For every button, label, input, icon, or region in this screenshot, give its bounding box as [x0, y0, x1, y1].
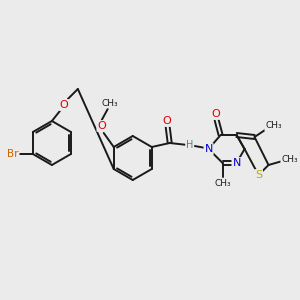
Text: S: S — [255, 170, 262, 180]
Text: O: O — [98, 121, 106, 131]
Text: H: H — [186, 140, 194, 150]
Text: CH₃: CH₃ — [265, 122, 282, 130]
Text: O: O — [211, 109, 220, 119]
Text: CH₃: CH₃ — [281, 154, 298, 164]
Text: CH₃: CH₃ — [101, 98, 118, 107]
Text: N: N — [232, 158, 241, 168]
Text: O: O — [59, 100, 68, 110]
Text: O: O — [162, 116, 171, 126]
Text: CH₃: CH₃ — [214, 179, 231, 188]
Text: N: N — [204, 144, 213, 154]
Text: Br: Br — [7, 149, 19, 159]
